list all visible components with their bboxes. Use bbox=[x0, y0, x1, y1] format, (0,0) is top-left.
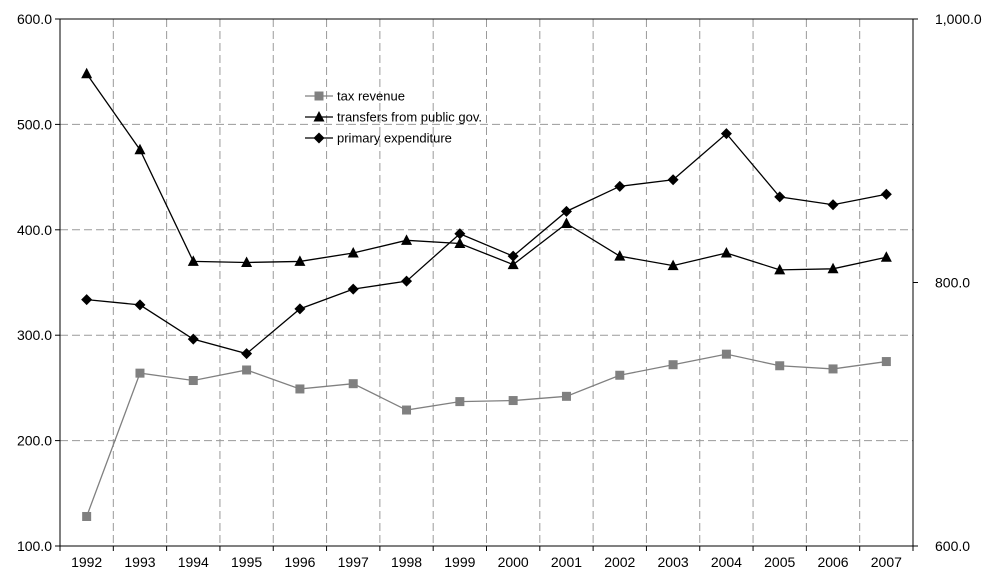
data-point bbox=[720, 246, 732, 258]
x-tick-label: 1994 bbox=[178, 554, 209, 570]
data-point bbox=[241, 256, 253, 267]
data-point bbox=[774, 263, 786, 275]
x-tick-label: 2005 bbox=[764, 554, 795, 570]
x-tick-label: 2001 bbox=[551, 554, 582, 570]
data-point bbox=[615, 370, 625, 380]
data-point bbox=[187, 333, 199, 345]
x-tick-label: 2007 bbox=[871, 554, 902, 570]
data-point bbox=[721, 349, 731, 359]
data-point bbox=[348, 379, 358, 389]
x-tick-label: 2002 bbox=[604, 554, 635, 570]
legend-item: transfers from public gov. bbox=[305, 110, 482, 125]
y-tick-label: 400.0 bbox=[17, 222, 52, 238]
data-point bbox=[507, 250, 519, 262]
data-point bbox=[241, 348, 253, 360]
legend-marker bbox=[313, 132, 325, 144]
data-point bbox=[827, 262, 839, 274]
data-point bbox=[188, 376, 198, 386]
data-point bbox=[401, 234, 413, 245]
y-tick-label: 600.0 bbox=[17, 11, 52, 27]
series-transfers-from-public-gov- bbox=[81, 67, 892, 275]
series-primary-expenditure bbox=[81, 128, 892, 360]
legend-label: transfers from public gov. bbox=[337, 110, 482, 125]
data-point bbox=[720, 128, 732, 140]
data-point bbox=[81, 294, 93, 306]
data-point bbox=[347, 283, 359, 295]
legend-marker bbox=[314, 91, 324, 101]
legend-item: tax revenue bbox=[305, 89, 405, 104]
data-point bbox=[881, 357, 891, 367]
y2-tick-label: 1,000.0 bbox=[935, 11, 982, 27]
legend-label: tax revenue bbox=[337, 89, 405, 104]
x-tick-label: 1995 bbox=[231, 554, 262, 570]
y-tick-label: 100.0 bbox=[17, 538, 52, 554]
data-point bbox=[82, 511, 92, 521]
data-point bbox=[455, 397, 465, 407]
data-point bbox=[880, 251, 892, 262]
data-point bbox=[347, 246, 359, 258]
data-point bbox=[560, 205, 572, 217]
data-point bbox=[668, 360, 678, 370]
x-tick-label: 2000 bbox=[498, 554, 529, 570]
data-point bbox=[561, 391, 571, 401]
data-point bbox=[667, 174, 679, 186]
series-line bbox=[86, 132, 887, 355]
x-tick-label: 1996 bbox=[284, 554, 315, 570]
x-tick-label: 2006 bbox=[817, 554, 848, 570]
legend: tax revenue transfers from public gov. pri… bbox=[305, 89, 482, 146]
data-point bbox=[294, 255, 306, 266]
data-point bbox=[880, 188, 892, 200]
y-tick-label: 300.0 bbox=[17, 327, 52, 343]
data-point bbox=[402, 405, 412, 415]
data-point bbox=[134, 143, 146, 155]
data-point bbox=[508, 396, 518, 406]
x-tick-label: 1998 bbox=[391, 554, 422, 570]
series-lines bbox=[81, 67, 892, 521]
y-tick-label: 200.0 bbox=[17, 433, 52, 449]
data-point bbox=[614, 180, 626, 192]
y-tick-label: 500.0 bbox=[17, 116, 52, 132]
data-point bbox=[667, 259, 679, 271]
x-tick-label: 1993 bbox=[124, 554, 155, 570]
x-tick-label: 2003 bbox=[658, 554, 689, 570]
data-point bbox=[775, 361, 785, 371]
y2-tick-label: 800.0 bbox=[935, 275, 970, 291]
legend-marker bbox=[313, 111, 325, 122]
data-point bbox=[187, 255, 199, 266]
data-point bbox=[454, 228, 466, 240]
data-point bbox=[774, 191, 786, 203]
legend-item: primary expenditure bbox=[305, 131, 452, 146]
x-tick-label: 2004 bbox=[711, 554, 742, 570]
series-line bbox=[86, 353, 887, 517]
data-point bbox=[242, 365, 252, 375]
gridlines bbox=[60, 19, 913, 546]
legend-label: primary expenditure bbox=[337, 131, 452, 146]
data-point bbox=[401, 275, 413, 287]
axes: 100.0 200.0 300.0 400.0 500.0 600.0 600.0 800.0… bbox=[17, 11, 982, 570]
data-point bbox=[81, 67, 93, 79]
x-tick-label: 1992 bbox=[71, 554, 102, 570]
data-point bbox=[614, 250, 626, 261]
data-point bbox=[828, 364, 838, 374]
data-point bbox=[295, 384, 305, 394]
y2-tick-label: 600.0 bbox=[935, 538, 970, 554]
data-point bbox=[454, 237, 466, 249]
series-tax-revenue bbox=[82, 349, 891, 521]
data-point bbox=[135, 368, 145, 378]
x-tick-label: 1997 bbox=[338, 554, 369, 570]
x-tick-label: 1999 bbox=[444, 554, 475, 570]
data-point bbox=[294, 303, 306, 315]
data-point bbox=[134, 299, 146, 311]
data-point bbox=[560, 217, 572, 228]
data-point bbox=[827, 199, 839, 211]
data-point bbox=[507, 258, 519, 270]
series-line bbox=[86, 73, 887, 271]
